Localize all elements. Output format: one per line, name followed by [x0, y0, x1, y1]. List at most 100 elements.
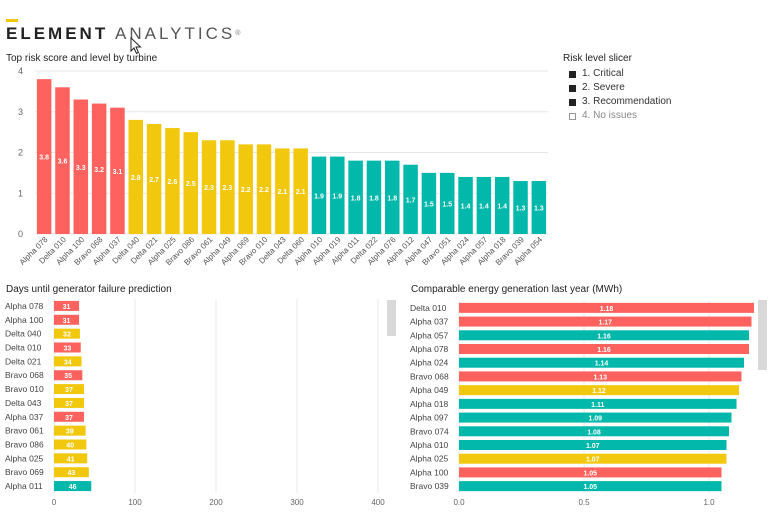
- energy-generation-bar-chart: 0.0 0.5 1.0 Delta 010 1.18 Alpha 037 1.17 Alpha…: [410, 301, 754, 507]
- y-tick-label: Bravo 074: [410, 426, 449, 436]
- slicer-item-severe[interactable]: 2. Severe: [563, 81, 672, 95]
- bar: [458, 176, 473, 234]
- bar-data-label: 3.6: [58, 159, 68, 166]
- bar: [531, 181, 547, 234]
- bar-data-label: 33: [63, 346, 71, 353]
- bar: [459, 371, 742, 382]
- slicer-item-critical[interactable]: 1. Critical: [563, 67, 672, 81]
- bar-data-label: 1.8: [387, 195, 397, 202]
- y-tick-label: 4: [18, 66, 23, 76]
- bar-data-label: 3.8: [39, 155, 49, 162]
- bar-data-label: 1.3: [516, 206, 526, 213]
- bar-data-label: 1.16: [597, 333, 611, 340]
- slicer-item-label: 1. Critical: [582, 68, 624, 79]
- x-tick-label: 0.0: [453, 498, 465, 507]
- y-tick-label: Bravo 086: [5, 440, 44, 450]
- y-tick-label: Bravo 010: [5, 384, 44, 394]
- bar: [146, 123, 162, 234]
- bar-data-label: 43: [68, 470, 76, 477]
- slicer-item-label: 3. Recommendation: [582, 96, 672, 107]
- bar-data-label: 40: [66, 443, 74, 450]
- bar-data-label: 2.2: [259, 187, 269, 194]
- bar-data-label: 31: [63, 304, 71, 311]
- bar: [513, 181, 528, 234]
- y-tick-label: Alpha 025: [5, 453, 44, 463]
- bar: [73, 99, 89, 235]
- bar-data-label: 3.3: [76, 165, 86, 172]
- bar-data-label: 2.8: [131, 175, 141, 182]
- bar: [54, 384, 84, 395]
- energy-chart-scrollbar[interactable]: [758, 300, 767, 370]
- y-tick-label: Alpha 010: [410, 440, 449, 450]
- bar: [238, 144, 253, 234]
- bar: [385, 160, 400, 234]
- bar: [293, 148, 308, 234]
- bar-data-label: 2.3: [223, 185, 233, 192]
- y-tick-label: Alpha 100: [5, 315, 44, 325]
- slicer-item-no-issues[interactable]: 4. No issues: [563, 109, 672, 123]
- days-chart-title: Days until generator failure prediction: [6, 284, 172, 295]
- y-tick-label: Bravo 039: [410, 481, 449, 491]
- bar: [54, 453, 88, 464]
- risk-chart-title: Top risk score and level by turbine: [6, 53, 158, 64]
- days-chart-scrollbar[interactable]: [387, 300, 396, 336]
- bar-data-label: 2.1: [277, 189, 287, 196]
- bar: [54, 481, 92, 492]
- bar: [403, 164, 418, 234]
- bar: [366, 160, 382, 234]
- bar-data-label: 1.18: [600, 306, 614, 313]
- y-tick-label: Bravo 061: [5, 426, 44, 436]
- slicer-item-label: 2. Severe: [582, 82, 625, 93]
- bar: [459, 344, 749, 354]
- bar: [459, 302, 754, 313]
- bar-data-label: 2.5: [186, 181, 196, 188]
- bar-data-label: 1.12: [592, 388, 606, 395]
- bar: [54, 356, 82, 367]
- app-logo: ELEMENT ANALYTICS®: [6, 19, 240, 44]
- y-tick-label: Delta 010: [410, 303, 447, 313]
- y-tick-label: 0: [18, 229, 23, 239]
- y-tick-label: Delta 040: [5, 329, 42, 339]
- risk-level-slicer: Risk level slicer 1. Critical 2. Severe …: [563, 53, 672, 123]
- logo-accent-bar: [6, 19, 18, 22]
- bar: [54, 370, 83, 381]
- y-tick-label: 3: [18, 107, 23, 117]
- bar-data-label: 2.2: [241, 187, 251, 194]
- bar-data-label: 1.4: [461, 203, 471, 210]
- y-tick-label: Alpha 037: [5, 412, 44, 422]
- bar: [55, 87, 70, 234]
- y-tick-label: 1: [18, 188, 23, 198]
- checkbox-checked-icon[interactable]: [569, 98, 576, 106]
- bar: [165, 128, 180, 234]
- bar-data-label: 2.7: [149, 177, 159, 184]
- bar: [459, 330, 749, 341]
- bar: [459, 357, 744, 368]
- bar-data-label: 1.16: [597, 347, 611, 354]
- y-tick-label: Delta 010: [5, 343, 42, 353]
- y-tick-label: Bravo 068: [410, 371, 449, 381]
- bar: [54, 300, 80, 311]
- bar-data-label: 39: [66, 429, 74, 436]
- bar-data-label: 1.05: [583, 470, 597, 477]
- bar: [459, 398, 737, 409]
- checkbox-checked-icon[interactable]: [569, 70, 576, 78]
- checkbox-checked-icon[interactable]: [569, 84, 576, 92]
- bar-data-label: 1.3: [534, 206, 544, 213]
- bar: [54, 425, 86, 436]
- bar: [91, 103, 107, 234]
- bar: [54, 328, 80, 339]
- bar: [54, 467, 89, 478]
- bar-data-label: 1.05: [583, 484, 597, 491]
- y-tick-label: Alpha 018: [410, 399, 449, 409]
- energy-chart-title: Comparable energy generation last year (…: [411, 284, 623, 295]
- y-tick-label: Alpha 024: [410, 358, 449, 368]
- checkbox-unchecked-icon[interactable]: [569, 112, 576, 120]
- bar-data-label: 1.8: [369, 195, 379, 202]
- bar-data-label: 1.07: [586, 457, 600, 464]
- y-tick-label: Alpha 097: [410, 413, 449, 423]
- y-tick-label: Alpha 057: [410, 330, 449, 340]
- bar: [459, 453, 727, 464]
- bar-data-label: 1.11: [591, 402, 604, 409]
- slicer-item-recommendation[interactable]: 3. Recommendation: [563, 95, 672, 109]
- bar: [330, 156, 345, 234]
